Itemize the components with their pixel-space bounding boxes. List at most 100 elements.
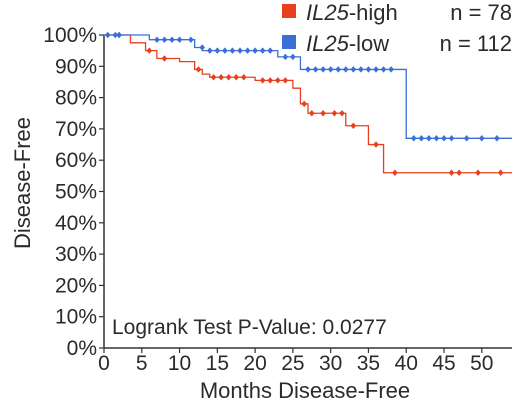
censor-mark bbox=[433, 134, 440, 142]
x-tick-label: 35 bbox=[357, 352, 380, 375]
censor-mark bbox=[418, 134, 425, 142]
censor-mark bbox=[320, 109, 326, 117]
y-tick-label: 70% bbox=[55, 118, 97, 141]
censor-mark bbox=[169, 36, 175, 44]
censor-mark bbox=[339, 109, 345, 117]
x-tick-label: 20 bbox=[243, 352, 266, 375]
y-axis: 0% 10% 20% 30% 40% 50% 60% 70% 80% 90% 100% bbox=[43, 24, 105, 360]
censor-mark bbox=[176, 36, 183, 44]
legend-group-suffix: -high bbox=[349, 0, 398, 25]
censor-mark bbox=[365, 66, 372, 73]
censor-mark bbox=[267, 77, 274, 84]
censor-mark bbox=[240, 73, 247, 81]
censor-mark bbox=[206, 47, 213, 54]
censor-mark bbox=[320, 66, 326, 73]
y-tick-label: 20% bbox=[55, 274, 97, 297]
censor-mark bbox=[237, 47, 243, 54]
censor-mark bbox=[104, 31, 111, 39]
censor-mark bbox=[426, 134, 432, 142]
y-tick-label: 40% bbox=[55, 212, 97, 235]
censor-mark bbox=[373, 141, 379, 148]
censor-mark bbox=[210, 73, 217, 81]
censor-mark bbox=[154, 36, 160, 44]
censor-mark bbox=[448, 134, 455, 142]
censor-mark bbox=[327, 66, 334, 73]
censor-mark bbox=[244, 47, 251, 54]
censor-mark bbox=[146, 47, 153, 54]
censor-mark bbox=[497, 169, 504, 177]
censor-mark bbox=[274, 77, 281, 84]
censor-mark bbox=[252, 47, 258, 54]
censor-mark bbox=[494, 134, 500, 142]
x-axis: 0 5 10 15 20 25 30 35 40 45 50 bbox=[98, 347, 512, 375]
y-tick-label: 50% bbox=[55, 181, 97, 204]
y-tick-label: 100% bbox=[43, 24, 97, 47]
censor-mark bbox=[214, 47, 221, 54]
y-tick-label: 80% bbox=[55, 87, 97, 110]
y-axis-title: Disease-Free bbox=[10, 117, 35, 249]
censor-mark bbox=[218, 73, 224, 81]
logrank-annotation: Logrank Test P-Value: 0.0277 bbox=[112, 316, 387, 339]
censor-mark bbox=[116, 31, 122, 39]
legend-n-count: n = 112 bbox=[440, 31, 512, 56]
x-tick-label: 25 bbox=[281, 352, 304, 375]
series-layer bbox=[104, 31, 512, 177]
censor-mark bbox=[388, 66, 394, 73]
censor-mark bbox=[233, 73, 240, 81]
censor-mark bbox=[478, 134, 485, 142]
censor-mark bbox=[410, 134, 417, 142]
censor-mark bbox=[373, 66, 379, 73]
censor-mark bbox=[308, 109, 315, 117]
censor-mark bbox=[301, 100, 308, 108]
censor-mark bbox=[290, 53, 296, 61]
censor-mark bbox=[350, 66, 357, 73]
legend-label: IL25-high bbox=[306, 0, 398, 25]
x-tick-label: 5 bbox=[136, 352, 148, 375]
censor-mark bbox=[199, 44, 206, 51]
censor-mark bbox=[259, 47, 266, 54]
legend-gene-name: IL25 bbox=[306, 31, 350, 56]
censor-mark bbox=[161, 55, 168, 62]
x-tick-label: 0 bbox=[98, 352, 110, 375]
legend-n-count: n = 78 bbox=[450, 0, 512, 25]
censor-mark bbox=[195, 66, 202, 73]
censor-mark bbox=[456, 169, 462, 177]
censor-mark bbox=[188, 36, 194, 44]
censor-mark bbox=[222, 47, 228, 54]
y-tick-label: 0% bbox=[67, 337, 97, 360]
censor-mark bbox=[282, 53, 289, 61]
legend-label: IL25-low bbox=[306, 31, 389, 56]
censor-mark bbox=[267, 47, 274, 54]
censor-mark bbox=[312, 66, 319, 73]
censor-mark bbox=[282, 77, 289, 84]
survival-curve bbox=[104, 34, 512, 174]
legend-gene-name: IL25 bbox=[306, 0, 350, 25]
series-low bbox=[104, 31, 512, 142]
censor-mark bbox=[358, 66, 364, 73]
censor-mark bbox=[392, 169, 398, 177]
censor-mark bbox=[305, 66, 311, 73]
x-tick-label: 45 bbox=[432, 352, 455, 375]
censor-mark bbox=[380, 66, 387, 73]
legend-swatch bbox=[282, 4, 296, 18]
x-tick-label: 50 bbox=[470, 352, 493, 375]
y-tick-label: 90% bbox=[55, 55, 97, 78]
x-tick-label: 30 bbox=[319, 352, 342, 375]
x-tick-label: 15 bbox=[206, 352, 229, 375]
y-tick-label: 60% bbox=[55, 149, 97, 172]
censor-mark bbox=[342, 66, 349, 73]
censor-mark bbox=[112, 31, 119, 39]
legend-group-suffix: -low bbox=[349, 31, 389, 56]
x-tick-label: 40 bbox=[395, 352, 418, 375]
x-axis-title: Months Disease-Free bbox=[200, 378, 410, 403]
series-high bbox=[104, 31, 512, 177]
censor-mark bbox=[229, 47, 236, 54]
censor-mark bbox=[463, 134, 470, 142]
censor-mark bbox=[475, 169, 481, 177]
censor-mark bbox=[259, 77, 266, 84]
censor-mark bbox=[350, 122, 357, 130]
legend-swatch bbox=[282, 35, 296, 49]
y-tick-label: 30% bbox=[55, 243, 97, 266]
censor-mark bbox=[225, 73, 232, 81]
